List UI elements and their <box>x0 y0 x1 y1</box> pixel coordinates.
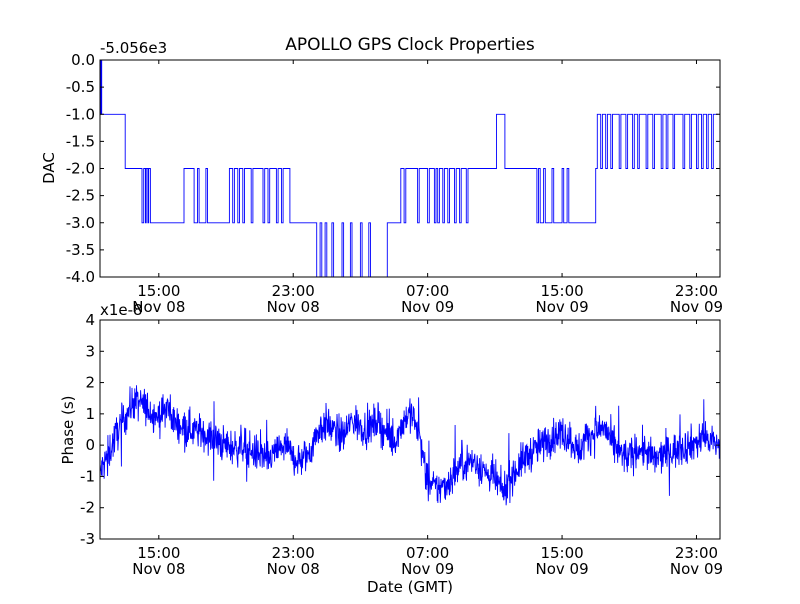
phase-ytick-label: 2 <box>85 374 95 392</box>
phase-xtick-date: Nov 09 <box>670 560 723 578</box>
phase-xtick-time: 23:00 <box>675 544 718 562</box>
dac-ytick-label: -3.0 <box>66 214 95 232</box>
phase-xtick-time: 15:00 <box>137 544 180 562</box>
phase-xtick-date: Nov 08 <box>132 560 185 578</box>
phase-axes-frame <box>99 319 721 540</box>
dac-xtick-date: Nov 09 <box>670 298 723 316</box>
dac-xtick-time: 23:00 <box>272 282 315 300</box>
phase-ytick-label: 3 <box>85 342 95 360</box>
phase-series-line <box>99 385 721 506</box>
dac-xtick-date: Nov 09 <box>535 298 588 316</box>
dac-ytick-label: 0.0 <box>71 51 95 69</box>
figure-title: APOLLO GPS Clock Properties <box>285 35 535 55</box>
dac-offset-label: -5.056e3 <box>100 39 167 57</box>
phase-xtick-time: 07:00 <box>406 544 449 562</box>
phase-ytick-label: 4 <box>85 311 95 329</box>
phase-xtick-time: 23:00 <box>272 544 315 562</box>
dac-xtick-time: 15:00 <box>540 282 583 300</box>
dac-xtick-time: 23:00 <box>675 282 718 300</box>
dac-ytick-label: -1.5 <box>66 132 95 150</box>
dac-axes: DAC -5.056e3 -4.0 -3.5 -3.0 -2.5 -2.0 -1.5 -1.… <box>40 39 723 316</box>
dac-ytick-label: -0.5 <box>66 78 95 96</box>
dac-xtick-time: 07:00 <box>406 282 449 300</box>
dac-xtick-date: Nov 08 <box>267 298 320 316</box>
dac-series-line <box>100 59 719 278</box>
phase-ytick-label: -3 <box>80 530 95 548</box>
dac-ytick-label: -2.5 <box>66 187 95 205</box>
dac-ytick-label: -2.0 <box>66 160 95 178</box>
phase-ytick-label: 0 <box>85 436 95 454</box>
dac-xtick-time: 15:00 <box>137 282 180 300</box>
dac-xtick-date: Nov 09 <box>401 298 454 316</box>
phase-ytick-label: 1 <box>85 405 95 423</box>
phase-xtick-date: Nov 09 <box>535 560 588 578</box>
dac-ytick-label: -1.0 <box>66 105 95 123</box>
phase-y-axis-label: Phase (s) <box>59 395 77 464</box>
phase-ytick-label: -1 <box>80 467 95 485</box>
dac-xtick-date: Nov 08 <box>132 298 185 316</box>
dac-y-ticks: -4.0 -3.5 -3.0 -2.5 -2.0 -1.5 -1.0 -0.5 0.0 <box>66 51 720 286</box>
phase-xtick-date: Nov 08 <box>267 560 320 578</box>
phase-y-ticks: -3 -2 -1 0 1 2 3 4 <box>80 311 720 548</box>
dac-ytick-label: -4.0 <box>66 268 95 286</box>
dac-y-axis-label: DAC <box>40 152 58 184</box>
phase-offset-label: x1e-8 <box>100 301 143 319</box>
phase-xtick-time: 15:00 <box>540 544 583 562</box>
dac-ytick-label: -3.5 <box>66 241 95 259</box>
phase-xtick-date: Nov 09 <box>401 560 454 578</box>
x-axis-label: Date (GMT) <box>367 578 453 596</box>
phase-ytick-label: -2 <box>80 499 95 517</box>
